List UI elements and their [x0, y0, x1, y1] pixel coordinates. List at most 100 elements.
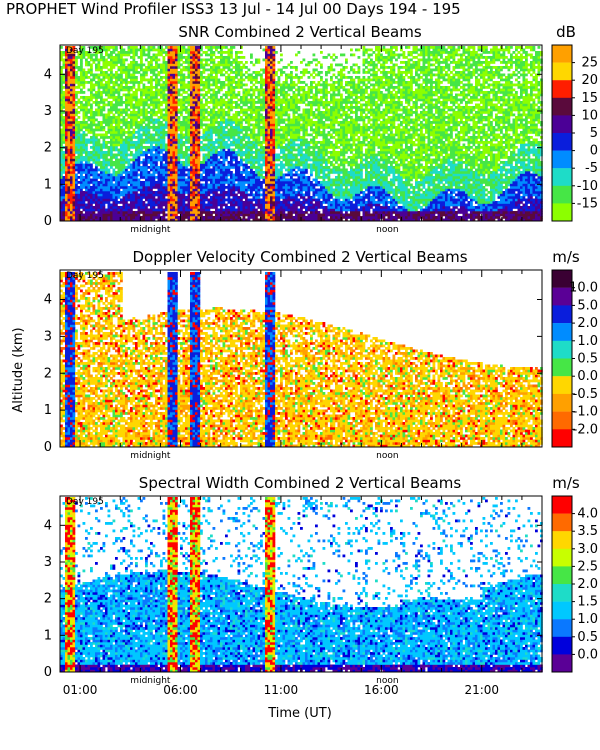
heatmap-cell	[265, 211, 268, 214]
heatmap-cell	[92, 193, 96, 197]
heatmap-cell	[95, 181, 98, 184]
heatmap-cell	[157, 213, 161, 217]
heatmap-cell	[115, 91, 118, 94]
heatmap-cell	[72, 86, 76, 89]
heatmap-cell	[227, 143, 231, 147]
heatmap-cell	[207, 88, 211, 92]
heatmap-cell	[182, 176, 186, 179]
heatmap-cell	[247, 181, 251, 184]
heatmap-cell	[112, 128, 116, 132]
heatmap-cell	[227, 108, 231, 112]
heatmap-cell	[170, 76, 173, 79]
heatmap-cell	[232, 151, 236, 154]
heatmap-cell	[172, 53, 176, 57]
heatmap-cell	[230, 201, 233, 204]
heatmap-cell	[157, 83, 161, 87]
heatmap-cell	[65, 198, 68, 202]
heatmap-cell	[110, 183, 113, 187]
heatmap-cell	[255, 133, 258, 137]
heatmap-cell	[197, 93, 201, 97]
heatmap-cell	[132, 76, 136, 79]
heatmap-cell	[162, 131, 166, 134]
heatmap-cell	[205, 178, 208, 182]
heatmap-cell	[215, 116, 218, 119]
heatmap-cell	[190, 151, 193, 154]
heatmap-cell	[162, 138, 166, 142]
heatmap-cell	[65, 208, 68, 212]
heatmap-cell	[102, 178, 106, 182]
heatmap-cell	[227, 136, 231, 139]
heatmap-cell	[260, 106, 263, 109]
heatmap-cell	[135, 66, 138, 69]
heatmap-cell	[172, 173, 176, 177]
heatmap-cell	[220, 143, 223, 147]
heatmap-cell	[120, 161, 123, 164]
heatmap-cell	[117, 181, 121, 184]
heatmap-cell	[215, 101, 218, 104]
heatmap-cell	[82, 48, 86, 52]
heatmap-cell	[162, 166, 166, 169]
heatmap-cell	[142, 161, 146, 164]
heatmap-cell	[130, 63, 133, 67]
heatmap-cell	[92, 176, 96, 179]
heatmap-cell	[160, 181, 163, 184]
heatmap-cell	[167, 163, 171, 167]
heatmap-cell	[80, 66, 83, 69]
heatmap-cell	[105, 201, 108, 204]
heatmap-cell	[80, 76, 83, 79]
heatmap-cell	[147, 201, 151, 204]
heatmap-cell	[185, 56, 188, 59]
heatmap-cell	[175, 156, 178, 159]
heatmap-cell	[265, 91, 268, 94]
heatmap-cell	[127, 48, 131, 52]
heatmap-cell	[70, 168, 73, 172]
heatmap-cell	[60, 186, 63, 189]
heatmap-cell	[240, 161, 243, 164]
heatmap-cell	[232, 216, 236, 219]
heatmap-cell	[192, 213, 196, 217]
heatmap-cell	[152, 48, 156, 52]
heatmap-cell	[117, 166, 121, 169]
heatmap-cell	[60, 178, 63, 182]
heatmap-cell	[162, 143, 166, 147]
heatmap-cell	[230, 116, 233, 119]
heatmap-cell	[65, 201, 68, 204]
heatmap-cell	[220, 71, 223, 74]
heatmap-cell	[175, 116, 178, 119]
heatmap-cell	[125, 51, 128, 54]
heatmap-cell	[237, 176, 241, 179]
heatmap-cell	[225, 121, 228, 124]
heatmap-cell	[150, 216, 153, 219]
heatmap-cell	[87, 161, 91, 164]
heatmap-cell	[175, 118, 178, 122]
heatmap-cell	[212, 81, 216, 84]
heatmap-cell	[67, 166, 71, 169]
heatmap-cell	[167, 73, 171, 77]
heatmap-cell	[207, 161, 211, 164]
heatmap-cell	[150, 203, 153, 207]
heatmap-cell	[67, 71, 71, 74]
heatmap-cell	[122, 88, 126, 92]
heatmap-cell	[207, 113, 211, 117]
heatmap-cell	[177, 191, 181, 194]
heatmap-cell	[190, 201, 193, 204]
heatmap-cell	[157, 178, 161, 182]
heatmap-cell	[75, 196, 78, 199]
heatmap-cell	[160, 188, 163, 192]
heatmap-cell	[242, 211, 246, 214]
heatmap-cell	[142, 216, 146, 219]
heatmap-cell	[197, 176, 201, 179]
heatmap-cell	[170, 71, 173, 74]
heatmap-cell	[212, 46, 216, 49]
heatmap-cell	[125, 176, 128, 179]
heatmap-cell	[100, 166, 103, 169]
heatmap-cell	[62, 136, 66, 139]
heatmap-cell	[80, 121, 83, 124]
heatmap-cell	[167, 173, 171, 177]
heatmap-cell	[147, 111, 151, 114]
heatmap-cell	[235, 116, 238, 119]
heatmap-cell	[135, 161, 138, 164]
heatmap-cell	[142, 186, 146, 189]
heatmap-cell	[187, 53, 191, 57]
heatmap-cell	[160, 133, 163, 137]
